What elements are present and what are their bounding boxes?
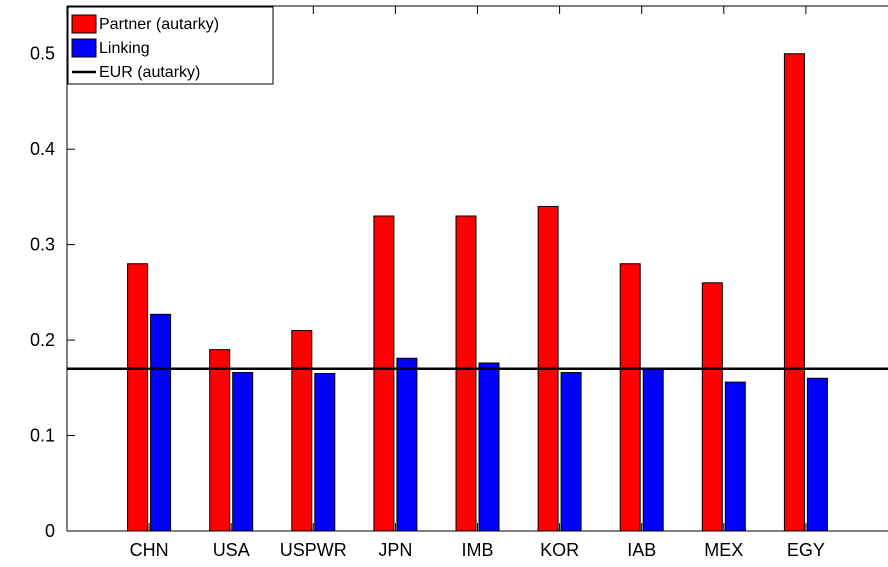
y-tick-label: 0.1 xyxy=(30,426,55,446)
bar-partner-mex xyxy=(701,282,723,532)
y-tick-label: 0.2 xyxy=(30,330,55,350)
x-tick-label: MEX xyxy=(704,540,743,560)
legend: Partner (autarky) Linking EUR (autarky) xyxy=(67,6,274,85)
y-tick-label: 0.5 xyxy=(30,44,55,64)
bar-linking-iab xyxy=(642,368,664,532)
x-tick-label: USA xyxy=(213,540,250,560)
legend-swatch-linking xyxy=(71,38,97,58)
x-tick-label: CHN xyxy=(130,540,169,560)
x-axis: CHN USA USPWR JPN IMB KOR IAB MEX EGY xyxy=(130,6,825,560)
x-tick-label: IAB xyxy=(627,540,656,560)
legend-label-partner: Partner (autarky) xyxy=(99,16,219,33)
x-tick-label: USPWR xyxy=(280,540,347,560)
bar-linking-egy xyxy=(806,377,828,532)
bar-partner-jpn xyxy=(373,215,395,532)
x-tick-label: KOR xyxy=(540,540,579,560)
y-tick-label: 0.3 xyxy=(30,235,55,255)
legend-swatch-partner xyxy=(71,14,97,34)
x-tick-label: IMB xyxy=(461,540,493,560)
bars xyxy=(127,53,828,532)
legend-label-linking: Linking xyxy=(99,40,150,57)
y-tick-label: 0.4 xyxy=(30,139,55,159)
bar-linking-usa xyxy=(232,372,254,532)
bar-partner-egy xyxy=(783,53,805,532)
x-tick-label: JPN xyxy=(378,540,412,560)
y-tick-label: 0 xyxy=(45,521,55,541)
bar-linking-jpn xyxy=(396,357,418,532)
bar-linking-chn xyxy=(150,313,172,532)
axes-frame xyxy=(66,5,888,532)
x-tick-label: EGY xyxy=(787,540,825,560)
bar-partner-iab xyxy=(619,263,641,532)
legend-label-eur: EUR (autarky) xyxy=(99,64,200,81)
y-axis: 0 0.1 0.2 0.3 0.4 0.5 xyxy=(30,44,75,541)
bar-linking-mex xyxy=(724,381,746,532)
legend-box xyxy=(67,6,274,85)
bar-partner-uspwr xyxy=(291,330,313,532)
bar-linking-uspwr xyxy=(314,373,336,532)
bar-partner-chn xyxy=(127,263,149,532)
bar-linking-imb xyxy=(478,362,500,532)
bar-partner-imb xyxy=(455,215,477,532)
bar-linking-kor xyxy=(560,372,582,532)
bar-partner-usa xyxy=(209,349,231,532)
